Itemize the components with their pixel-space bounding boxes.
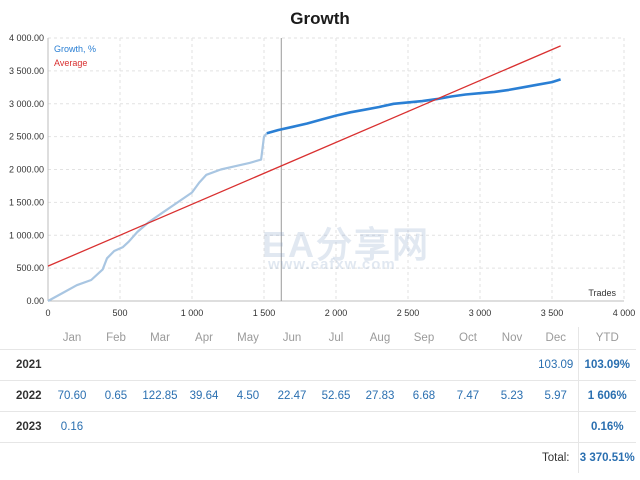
month-header: Oct — [459, 332, 477, 344]
month-value: 7.47 — [446, 380, 490, 412]
month-value — [226, 349, 270, 381]
x-tick-label: 4 000 — [613, 308, 636, 318]
month-value — [402, 349, 446, 381]
month-header: Sep — [413, 332, 435, 344]
y-tick-label: 3 500.00 — [9, 66, 44, 76]
month-value — [138, 349, 182, 381]
ytd-header: YTD — [577, 327, 636, 350]
month-value — [358, 411, 402, 443]
month-value: 27.83 — [358, 380, 402, 412]
month-value: 39.64 — [182, 380, 226, 412]
monthly-returns-table: Jan Feb Mar Apr May Jun Jul Aug Sep Oct … — [0, 327, 636, 473]
growth-series-line — [266, 78, 561, 135]
month-header: Nov — [501, 332, 523, 344]
month-header: May — [237, 332, 259, 344]
x-tick-label: 3 500 — [541, 308, 564, 318]
y-tick-label: 500.00 — [16, 263, 44, 273]
total-label: Total: — [0, 442, 578, 473]
x-tick-label: 1 000 — [181, 308, 204, 318]
growth-chart: 0 500 1 000 1 500 2 000 2 500 3 000 3 500 4 000 0… — [9, 33, 636, 318]
table-row: 2023 0.16 0.16% — [0, 411, 636, 443]
year-label: 2022 — [0, 380, 50, 412]
month-value: 4.50 — [226, 380, 270, 412]
y-tick-label: 2 000.00 — [9, 165, 44, 175]
y-tick-label: 1 000.00 — [9, 230, 44, 240]
month-value — [534, 411, 578, 443]
month-value — [446, 411, 490, 443]
month-header: Mar — [150, 332, 170, 344]
x-tick-label: 0 — [45, 308, 50, 318]
legend-average: Average — [54, 58, 87, 68]
table-row: 2022 70.60 0.65 122.85 39.64 4.50 22.47 … — [0, 380, 636, 412]
month-value: 52.65 — [314, 380, 358, 412]
ytd-value: 1 606% — [577, 380, 636, 412]
ytd-value: 103.09% — [577, 349, 636, 381]
ytd-value: 0.16% — [577, 411, 636, 443]
total-value: 3 370.51% — [577, 442, 636, 473]
table-header-row: Jan Feb Mar Apr May Jun Jul Aug Sep Oct … — [0, 327, 636, 350]
y-tick-label: 4 000.00 — [9, 33, 44, 43]
month-value: 22.47 — [270, 380, 314, 412]
month-value — [402, 411, 446, 443]
y-tick-label: 2 500.00 — [9, 132, 44, 142]
month-value: 5.97 — [534, 380, 578, 412]
y-tick-label: 3 000.00 — [9, 99, 44, 109]
chart-title: Growth — [290, 9, 350, 28]
month-value — [182, 349, 226, 381]
month-header: Jun — [282, 332, 302, 344]
average-series-line — [47, 45, 561, 267]
x-tick-label: 500 — [112, 308, 127, 318]
month-value — [226, 411, 270, 443]
month-value — [182, 411, 226, 443]
month-header: Dec — [545, 332, 566, 344]
month-value: 6.68 — [402, 380, 446, 412]
month-value — [314, 349, 358, 381]
month-value — [138, 411, 182, 443]
month-value — [270, 349, 314, 381]
month-header: Apr — [195, 332, 213, 344]
x-tick-label: 2 500 — [397, 308, 420, 318]
legend-growth: Growth, % — [54, 44, 96, 54]
total-row: Total: 3 370.51% — [0, 442, 636, 473]
month-value: 5.23 — [490, 380, 534, 412]
y-tick-label: 0.00 — [26, 296, 44, 306]
month-value — [358, 349, 402, 381]
x-tick-label: 1 500 — [253, 308, 276, 318]
x-tick-label: 2 000 — [325, 308, 348, 318]
month-header: Aug — [369, 332, 391, 344]
x-axis-label: Trades — [588, 288, 616, 298]
month-value: 0.16 — [50, 411, 94, 443]
x-tick-label: 3 000 — [469, 308, 492, 318]
table-row: 2021 103.09 103.09% — [0, 349, 636, 381]
month-value — [270, 411, 314, 443]
month-header: Jan — [62, 332, 82, 344]
month-value — [314, 411, 358, 443]
month-value: 70.60 — [50, 380, 94, 412]
year-label: 2023 — [0, 411, 50, 443]
month-value: 103.09 — [534, 349, 578, 381]
month-header: Feb — [106, 332, 126, 344]
month-value — [94, 411, 138, 443]
growth-series-line-history — [47, 128, 279, 302]
month-value — [50, 349, 94, 381]
year-label: 2021 — [0, 349, 50, 381]
month-value: 0.65 — [94, 380, 138, 412]
month-value — [490, 349, 534, 381]
watermark-url: www.eafxw.com — [268, 256, 396, 273]
month-value: 122.85 — [138, 380, 182, 412]
watermark-logo-text: EA分享网 — [262, 224, 431, 265]
month-value — [490, 411, 534, 443]
month-value — [94, 349, 138, 381]
month-header: Jul — [328, 332, 344, 344]
month-value — [446, 349, 490, 381]
y-tick-label: 1 500.00 — [9, 197, 44, 207]
